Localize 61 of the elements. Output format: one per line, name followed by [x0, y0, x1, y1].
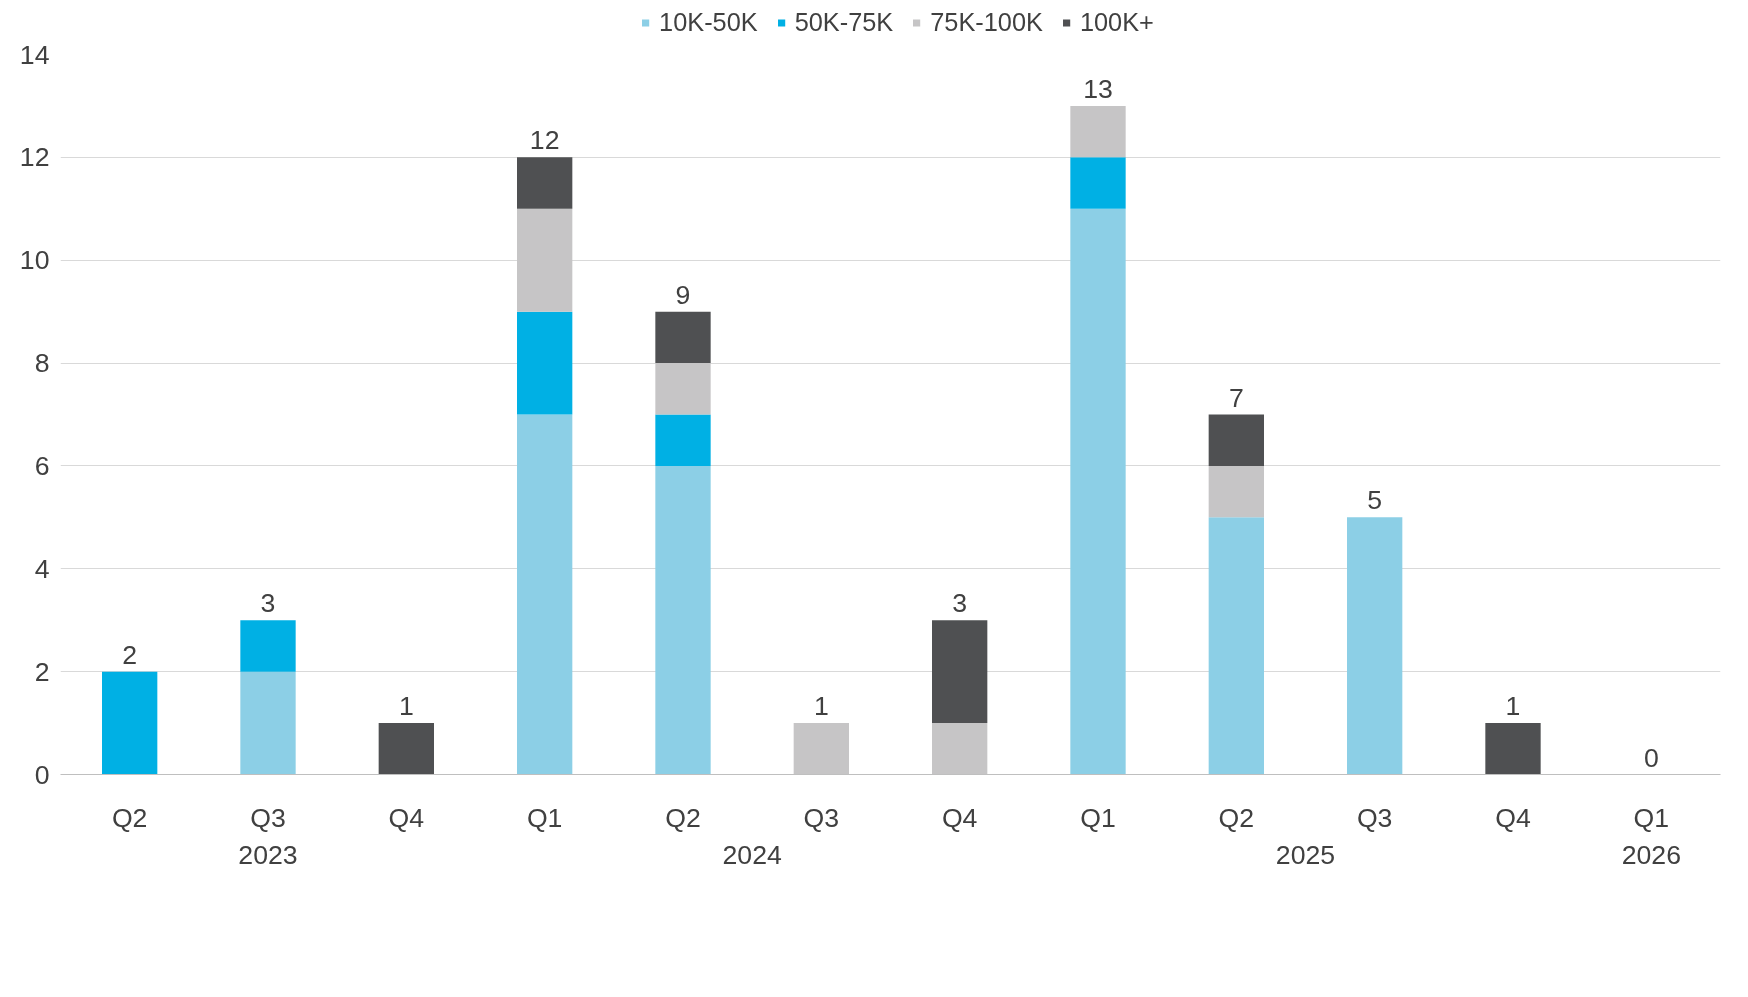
- bar: [240, 671, 296, 775]
- y-tick-label: 14: [19, 39, 50, 70]
- x-tick-label: Q2: [111, 802, 148, 833]
- bar: [1208, 517, 1264, 775]
- x-tick-label: Q2: [665, 802, 701, 833]
- x-tick-label: Q2: [1218, 802, 1255, 833]
- bar: [655, 363, 711, 415]
- total-label: 5: [1367, 485, 1383, 516]
- total-label: 1: [398, 691, 414, 722]
- total-label: 3: [260, 588, 276, 619]
- text: 2023: [238, 839, 298, 870]
- total-label: 0: [1643, 742, 1659, 773]
- bar: [932, 620, 988, 724]
- total-label: 2: [122, 639, 138, 670]
- bar: [1070, 208, 1126, 775]
- legend-label: 75K-100K: [930, 7, 1043, 37]
- x-tick-label: Q4: [941, 802, 978, 833]
- y-tick-label: 8: [34, 348, 50, 379]
- x-tick-label: Q3: [1356, 802, 1393, 833]
- bar: [378, 723, 434, 775]
- bar: [240, 620, 296, 672]
- y-tick-label: 6: [34, 450, 50, 481]
- y-tick-label: 10: [19, 245, 50, 276]
- y-tick-label: 4: [34, 553, 50, 584]
- bar: [517, 157, 573, 209]
- bar: [1070, 105, 1126, 158]
- bar: [655, 311, 711, 364]
- x-tick-label: Q1: [1633, 802, 1670, 833]
- bar: [1070, 157, 1126, 209]
- total-label: 9: [675, 279, 691, 310]
- y-tick-label: 2: [34, 656, 50, 687]
- bar: [517, 414, 573, 775]
- legend-label: 50K-75K: [794, 7, 894, 37]
- bar: [1347, 517, 1403, 775]
- total-label: 7: [1228, 382, 1244, 413]
- legend-label: 100K+: [1079, 7, 1154, 37]
- x-tick-label: Q3: [803, 802, 840, 833]
- bar: [1208, 414, 1264, 466]
- total-label: 3: [952, 588, 968, 619]
- text: 2025: [1275, 839, 1336, 870]
- bar: [102, 671, 158, 775]
- x-tick-label: Q3: [250, 802, 286, 833]
- text: 2026: [1621, 839, 1681, 870]
- text: 2024: [722, 839, 782, 870]
- total-label: 1: [1505, 691, 1521, 722]
- bar: [1485, 723, 1541, 775]
- bar: [517, 311, 573, 415]
- x-tick-label: Q4: [388, 802, 425, 833]
- total-label: 13: [1083, 73, 1113, 104]
- bar: [517, 208, 573, 312]
- x-tick-label: Q1: [1080, 802, 1116, 833]
- x-tick-label: Q4: [1495, 802, 1531, 833]
- bar: [655, 414, 711, 466]
- y-tick-label: 0: [34, 759, 50, 790]
- total-label: 12: [529, 125, 560, 156]
- legend-label: 10K-50K: [659, 7, 758, 37]
- y-tick-label: 12: [19, 142, 50, 173]
- x-tick-label: Q1: [526, 802, 563, 833]
- bar: [1208, 465, 1264, 518]
- total-label: 1: [813, 691, 829, 722]
- bar: [655, 465, 711, 775]
